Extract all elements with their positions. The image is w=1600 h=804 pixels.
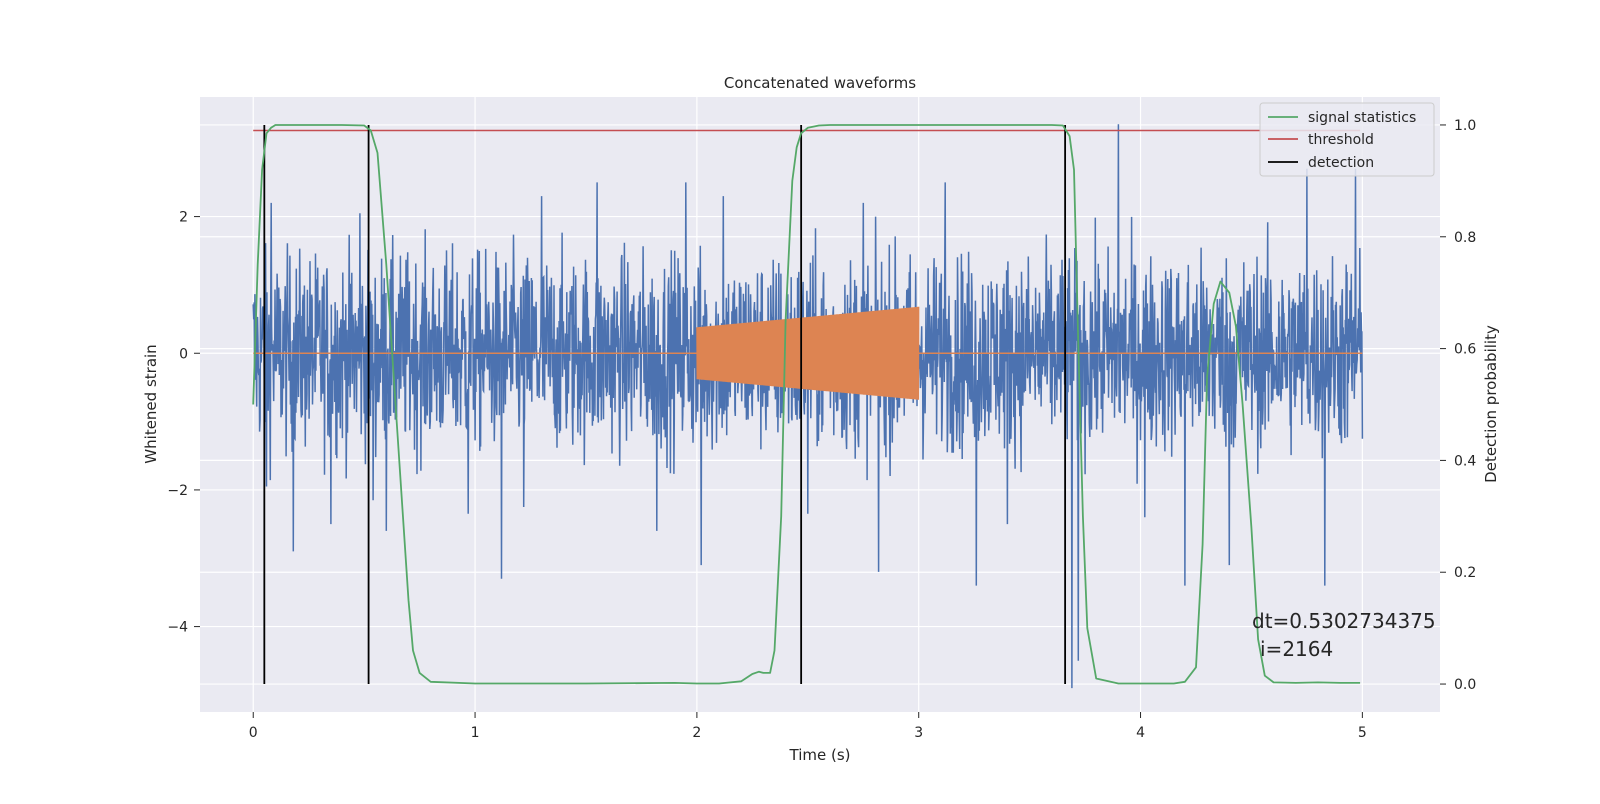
annotation-index: i=2164 bbox=[1260, 637, 1333, 661]
y-tick-label-1: −2 bbox=[167, 483, 188, 499]
annotation-dt: dt=0.5302734375 bbox=[1252, 609, 1436, 633]
y2-tick-label-3: 0.6 bbox=[1454, 342, 1476, 358]
legend-label-detection: detection bbox=[1308, 155, 1374, 171]
x-tick-label-3: 3 bbox=[914, 725, 923, 741]
legend-box bbox=[1259, 102, 1435, 177]
y-tick-label-2: 0 bbox=[179, 346, 188, 362]
axes: 0 1 2 3 4 5 −4 −2 0 2 0.0 0.2 0.4 0.6 0.8 1.0 bbox=[167, 118, 1476, 741]
y-tick-label-0: −4 bbox=[167, 620, 188, 636]
x-tick-label-2: 2 bbox=[692, 725, 701, 741]
y-tick-label-3: 2 bbox=[179, 210, 188, 226]
y2-tick-label-2: 0.4 bbox=[1454, 453, 1476, 469]
x-tick-label-4: 4 bbox=[1136, 725, 1145, 741]
plot-data bbox=[252, 124, 1364, 689]
noise-series-line bbox=[252, 124, 1364, 689]
x-tick-label-1: 1 bbox=[471, 725, 480, 741]
chart-title: Concatenated waveforms bbox=[724, 74, 916, 92]
legend-label-threshold: threshold bbox=[1308, 132, 1374, 148]
x-tick-label-0: 0 bbox=[249, 725, 258, 741]
legend: signal statistics threshold detection bbox=[1259, 102, 1435, 177]
y2-tick-label-1: 0.2 bbox=[1454, 565, 1476, 581]
x-axis-label: Time (s) bbox=[789, 746, 851, 764]
y2-axis-label: Detection probability bbox=[1482, 325, 1500, 483]
legend-label-signal-statistics: signal statistics bbox=[1308, 110, 1416, 126]
y2-tick-label-4: 0.8 bbox=[1454, 230, 1476, 246]
chirp-series-line bbox=[696, 306, 920, 400]
y2-tick-label-5: 1.0 bbox=[1454, 118, 1476, 134]
y-axis-label: Whitened strain bbox=[142, 344, 160, 463]
signal-statistics-line bbox=[252, 124, 1361, 685]
x-tick-label-5: 5 bbox=[1358, 725, 1367, 741]
y2-tick-label-0: 0.0 bbox=[1454, 677, 1476, 693]
